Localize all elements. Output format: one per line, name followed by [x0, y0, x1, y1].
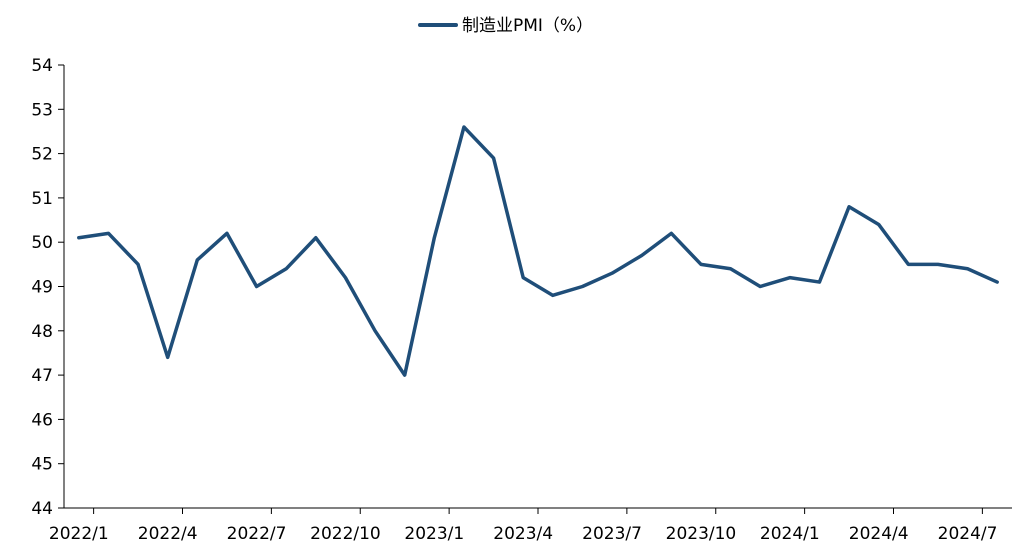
- data-point: [729, 267, 732, 270]
- data-point: [196, 258, 199, 261]
- data-point: [107, 232, 110, 235]
- data-point: [166, 356, 169, 359]
- data-point: [936, 263, 939, 266]
- data-point: [996, 281, 999, 284]
- data-point: [285, 267, 288, 270]
- data-point: [581, 285, 584, 288]
- y-axis-ticks: 44 45 46 47 48 49 50 51 52 53 54: [31, 56, 64, 519]
- x-tick-label: 2022/4: [138, 524, 198, 544]
- y-tick-label: 50: [31, 233, 53, 253]
- y-tick-label: 49: [31, 278, 53, 298]
- data-point: [611, 272, 614, 275]
- data-point: [403, 374, 406, 377]
- data-point: [670, 232, 673, 235]
- series-line-pmi: [77, 125, 999, 377]
- legend-label: 制造业PMI（%）: [462, 16, 593, 36]
- y-tick-label: 44: [31, 499, 53, 519]
- data-point: [374, 329, 377, 332]
- data-point: [551, 294, 554, 297]
- data-point: [699, 263, 702, 266]
- y-tick-label: 46: [31, 410, 53, 430]
- x-tick-label: 2024/1: [760, 524, 820, 544]
- x-tick-label: 2023/4: [493, 524, 553, 544]
- data-point: [759, 285, 762, 288]
- data-point: [907, 263, 910, 266]
- x-tick-label: 2022/7: [227, 524, 287, 544]
- data-point: [788, 276, 791, 279]
- x-tick-label: 2024/4: [849, 524, 909, 544]
- data-point: [225, 232, 228, 235]
- series-layer: [77, 125, 999, 377]
- x-tick-label: 2024/7: [938, 524, 998, 544]
- data-point: [433, 236, 436, 239]
- data-point: [492, 157, 495, 160]
- y-tick-label: 51: [31, 189, 53, 209]
- y-tick-label: 47: [31, 366, 53, 386]
- data-point: [77, 236, 80, 239]
- x-axis-ticks: 2022/1 2022/4 2022/7 2022/10 2023/1 2023/4 202…: [49, 508, 998, 544]
- data-point: [640, 254, 643, 257]
- x-tick-label: 2023/1: [404, 524, 464, 544]
- data-point: [877, 223, 880, 226]
- x-tick-label: 2023/7: [582, 524, 642, 544]
- data-point: [314, 236, 317, 239]
- x-tick-label: 2022/10: [310, 524, 381, 544]
- data-point: [255, 285, 258, 288]
- legend: 制造业PMI（%）: [418, 16, 593, 36]
- y-tick-label: 48: [31, 322, 53, 342]
- y-tick-label: 45: [31, 455, 53, 475]
- data-point: [344, 276, 347, 279]
- data-point: [966, 267, 969, 270]
- y-tick-label: 52: [31, 145, 53, 165]
- data-point: [818, 281, 821, 284]
- data-point: [522, 276, 525, 279]
- y-tick-label: 53: [31, 100, 53, 120]
- x-tick-label: 2022/1: [49, 524, 109, 544]
- y-tick-label: 54: [31, 56, 53, 76]
- x-tick-label: 2023/10: [666, 524, 737, 544]
- data-point: [848, 205, 851, 208]
- data-point: [462, 126, 465, 129]
- data-point: [137, 263, 140, 266]
